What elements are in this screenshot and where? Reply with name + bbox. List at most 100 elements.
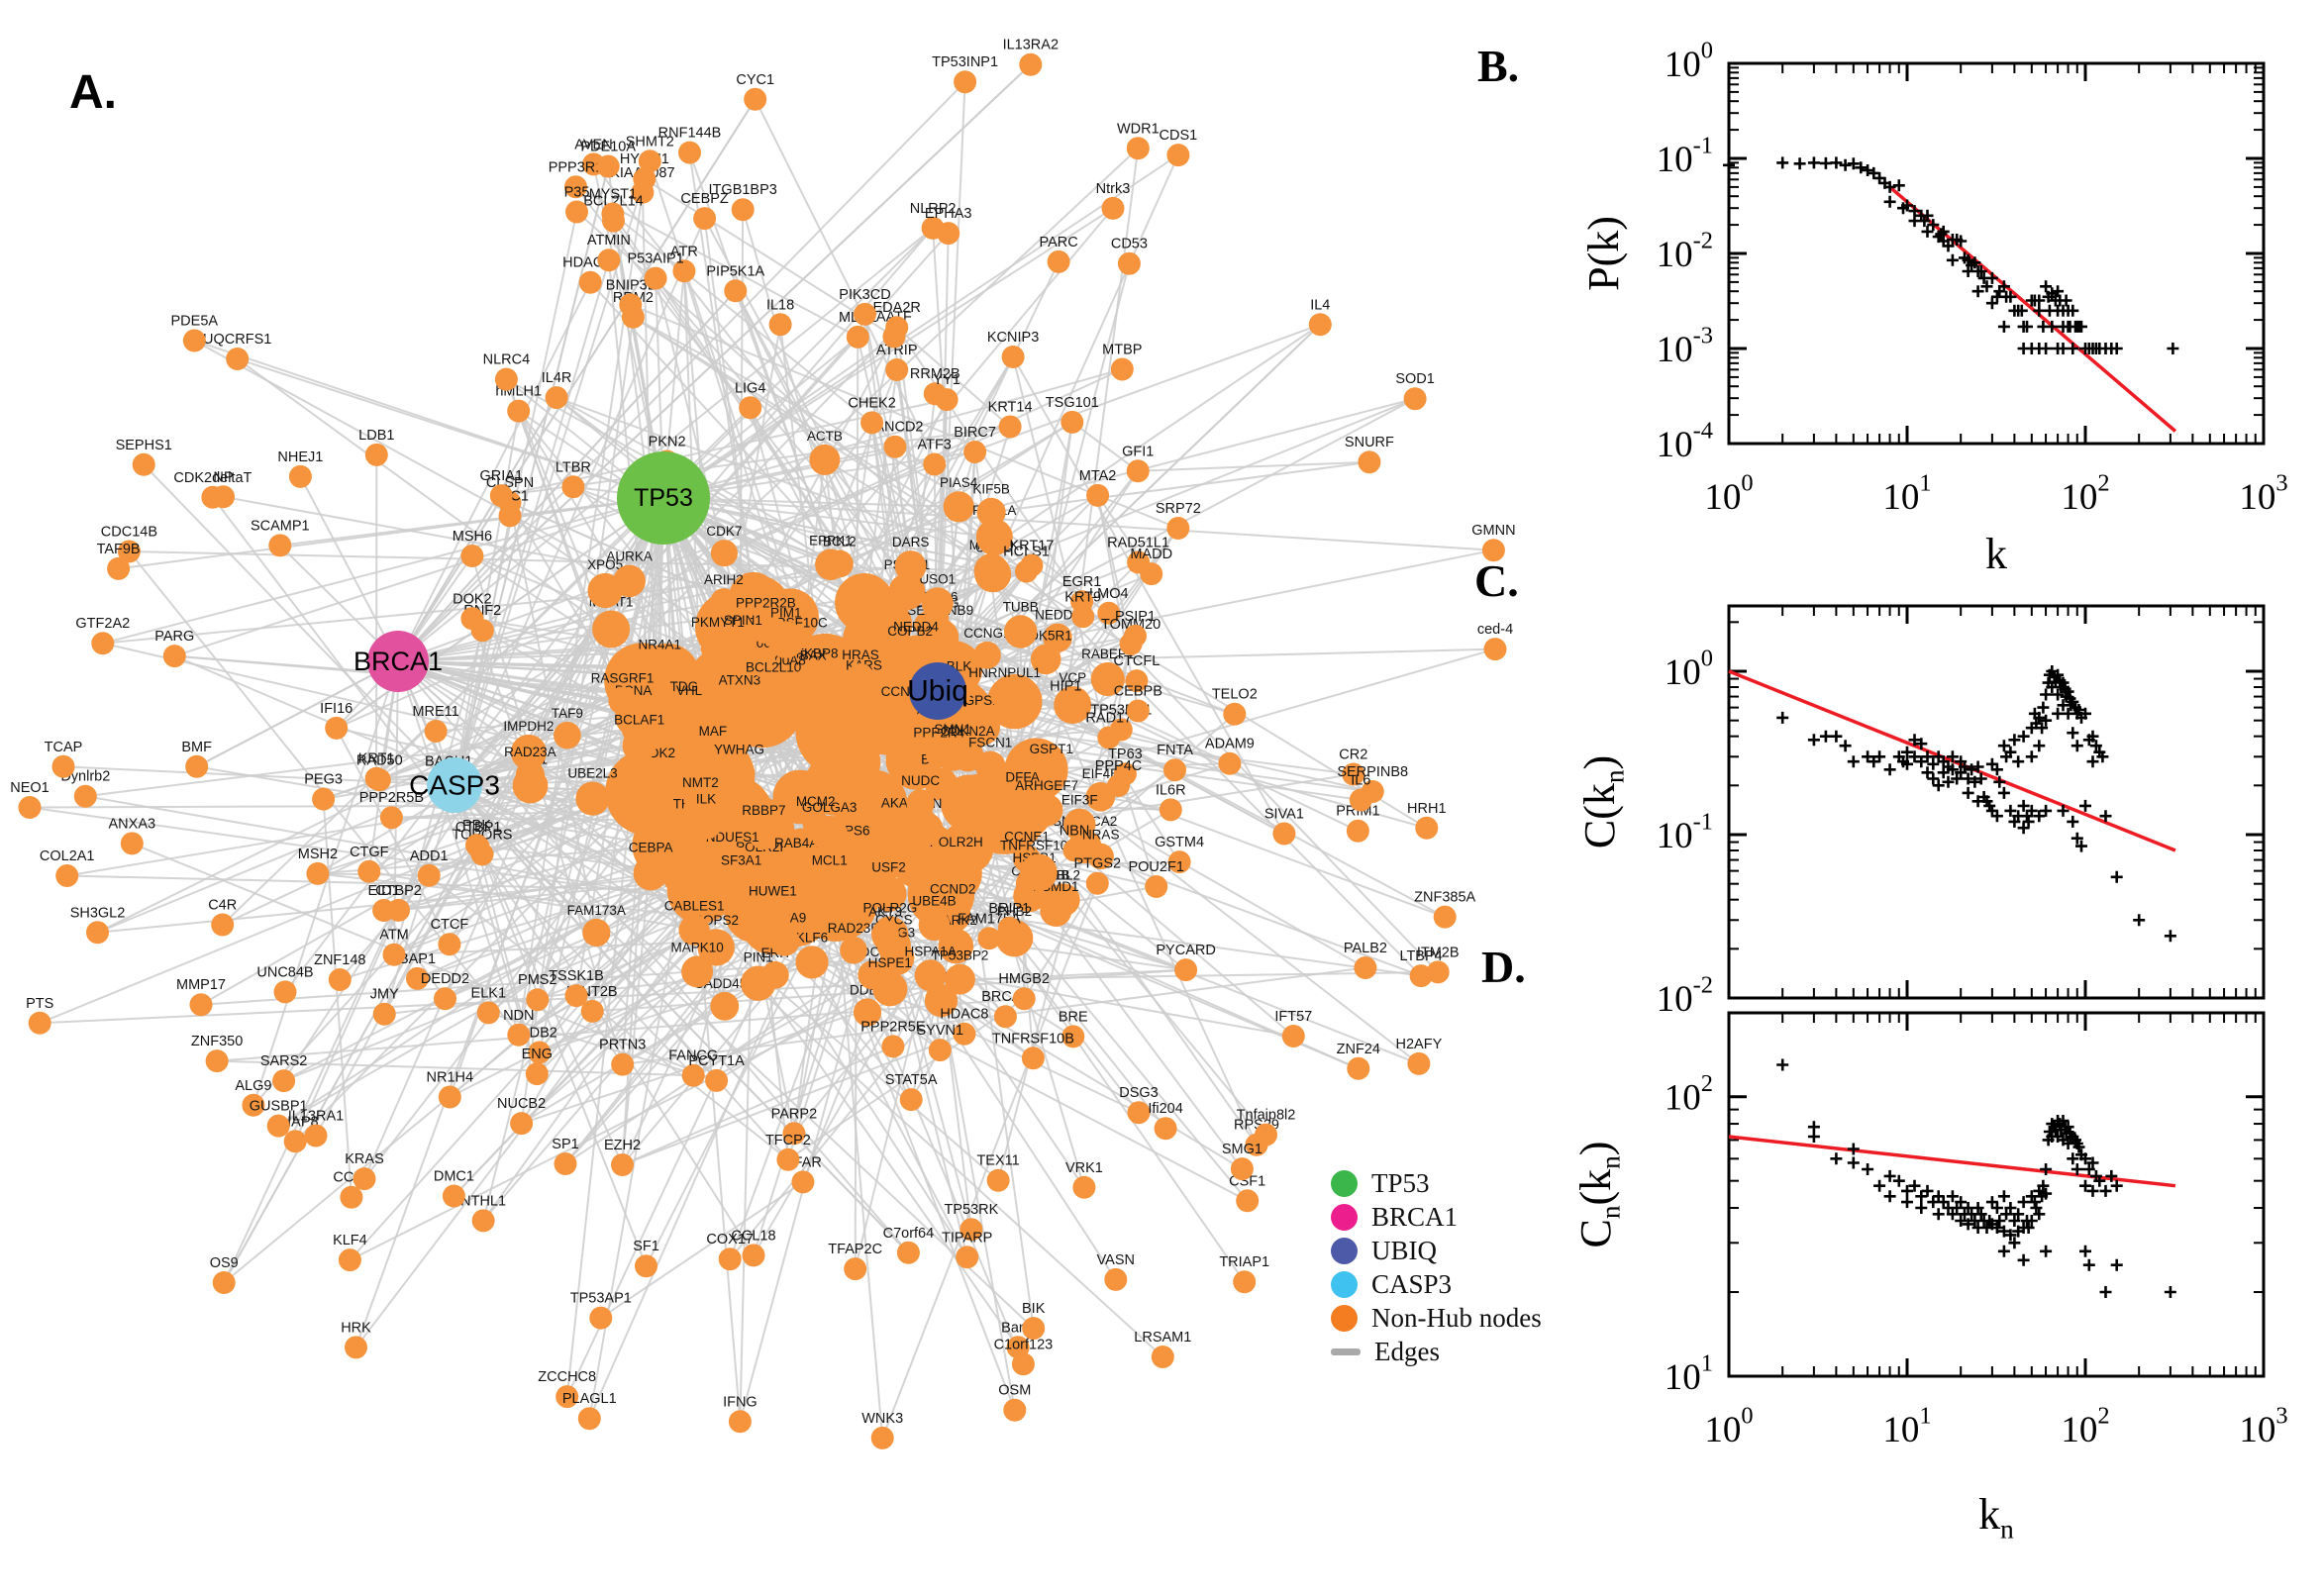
data-points: [1723, 156, 2179, 354]
gene-node: [364, 443, 388, 466]
gene-node: [954, 70, 977, 94]
gene-node: [1019, 52, 1043, 76]
gene-label: CCND2: [930, 881, 976, 896]
gene-node: [776, 1147, 800, 1171]
gene-node: [1011, 1352, 1035, 1376]
gene-label: POLR2H: [930, 835, 983, 849]
gene-node: [117, 540, 141, 563]
gene-label: STAT5A: [885, 1072, 938, 1088]
gene-label: PARG: [154, 629, 194, 645]
gene-node: [510, 734, 547, 770]
gene-label: NDN: [503, 1008, 534, 1024]
gene-node: [748, 818, 780, 850]
gene-node: [860, 411, 884, 435]
gene-label: KCNIP3: [987, 330, 1039, 346]
gene-node: [18, 796, 42, 819]
gene-label: H2AFY: [1396, 1037, 1443, 1052]
gene-node: [345, 1336, 367, 1359]
legend-item-casp3: CASP3: [1331, 1267, 1542, 1301]
gene-node: [1047, 249, 1070, 273]
fit-line: [1888, 185, 2177, 433]
gene-label: Ifi204: [1148, 1101, 1182, 1117]
gene-label: MCM2: [796, 794, 836, 809]
gene-node: [782, 1122, 806, 1146]
legend-item-brca1: BRCA1: [1331, 1200, 1542, 1234]
data-points: [1776, 1058, 2176, 1298]
gene-label: CEBPA: [629, 840, 673, 854]
gene-label: KLF6: [796, 930, 828, 945]
gene-label: CYC1: [736, 72, 774, 88]
gene-label: EZH2: [604, 1138, 641, 1153]
gene-label: SHMT2: [626, 134, 674, 150]
gene-label: GTF2A2: [75, 616, 130, 632]
gene-label: ENG: [522, 1047, 553, 1062]
gene-label: NR1H4: [427, 1070, 474, 1086]
gene-node: [596, 154, 620, 178]
gene-label: FAM173A: [567, 903, 626, 918]
gene-label: ARIH2: [704, 572, 744, 587]
gene-label: SF1: [633, 1239, 659, 1254]
gene-node: [438, 1085, 461, 1109]
hub-label-brca1: BRCA1: [354, 647, 443, 676]
gene-node: [977, 927, 1001, 950]
axis-title: P(k): [1579, 216, 1628, 291]
gene-node: [854, 302, 876, 326]
gene-node: [357, 859, 381, 883]
panel-b-label: B.: [1477, 41, 1520, 91]
gene-label: DEDD2: [421, 971, 469, 987]
panel-d-label: D.: [1481, 942, 1526, 992]
tick-label: 100: [1704, 470, 1753, 519]
gene-label: PIP5K1A: [706, 263, 764, 279]
gene-node: [1072, 1175, 1096, 1199]
tick-label: 100: [1665, 38, 1713, 86]
gene-label: MTBP: [1102, 343, 1142, 358]
gene-node: [710, 540, 739, 567]
gene-label: UNC84B: [256, 964, 313, 980]
gene-node: [434, 987, 456, 1011]
gene-label: TOMM20: [1101, 617, 1161, 633]
tick-label: 10-2: [1657, 228, 1713, 276]
gene-node: [1481, 539, 1505, 562]
gene-label: NDUFS1: [706, 830, 759, 845]
gene-label: PHB2: [997, 904, 1032, 919]
gene-label: VCP: [1059, 670, 1086, 685]
brca1-swatch-icon: [1331, 1203, 1358, 1231]
gene-node: [406, 966, 429, 990]
gene-node: [672, 259, 696, 283]
gene-node: [1022, 1317, 1046, 1341]
network-graph: TNFRSF10CBCCIPUSF2MCM2CDC6COPS6CCND2S100…: [10, 38, 1516, 1449]
gene-node: [924, 984, 959, 1018]
gene-node: [325, 716, 349, 740]
gene-node: [162, 645, 186, 668]
gene-node: [724, 279, 748, 303]
gene-node: [91, 632, 115, 655]
gene-label: CABLES1: [664, 899, 725, 914]
hub-node-tp53: [617, 451, 710, 545]
gene-label: NP: [213, 469, 233, 485]
panel-c-plot: 100 10-1 10-2 C(kn): [1575, 604, 2266, 1020]
gene-node: [28, 1011, 51, 1035]
legend-label: CASP3: [1371, 1268, 1453, 1299]
gene-label: EPPK1: [809, 533, 853, 548]
gene-label: TAF9: [552, 706, 583, 721]
gene-node: [888, 573, 926, 611]
gene-node: [963, 708, 1001, 746]
gene-node: [1003, 1398, 1027, 1422]
gene-node: [55, 864, 79, 887]
gene-node: [132, 452, 155, 476]
gene-label: ATMIN: [587, 233, 631, 249]
gene-label: DARS: [892, 535, 930, 549]
gene-node: [272, 1069, 296, 1093]
gene-label: SERPINB8: [1337, 764, 1408, 780]
gene-node: [273, 980, 297, 1004]
gene-node: [937, 222, 960, 246]
gene-label: EID1: [367, 883, 399, 899]
gene-node: [725, 868, 758, 900]
gene-node: [710, 991, 740, 1021]
gene-label: PPP2R5B: [359, 790, 424, 806]
gene-node: [1004, 738, 1068, 802]
gene-label: GFI1: [1122, 444, 1154, 459]
gene-label: ATR: [670, 244, 698, 259]
legend-label: Non-Hub nodes: [1371, 1302, 1542, 1333]
gene-label: NHEJ1: [277, 449, 323, 465]
